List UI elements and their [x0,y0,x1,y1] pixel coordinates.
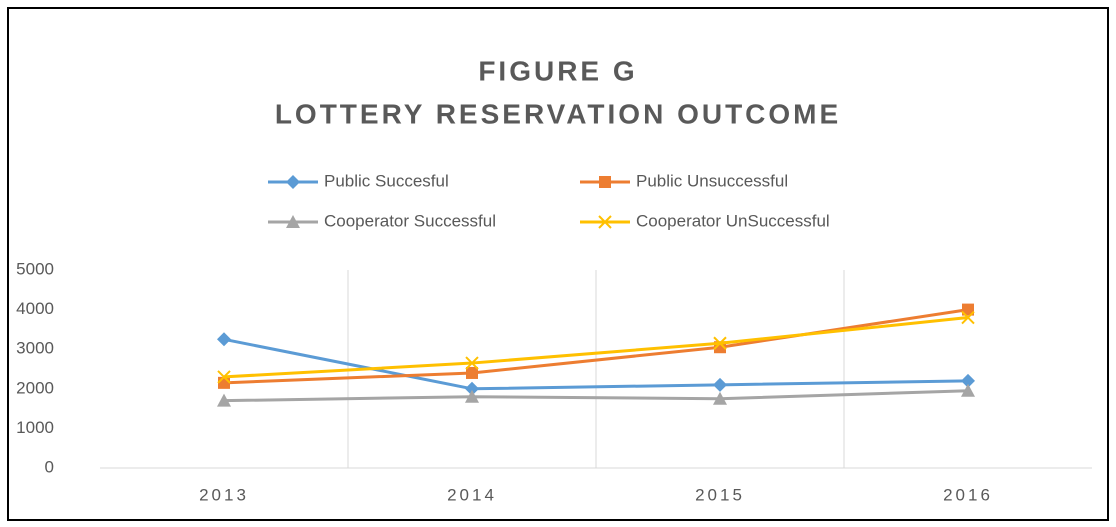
y-tick-label: 4000 [16,299,54,318]
marker [961,310,975,325]
marker [218,376,230,389]
marker [961,373,975,388]
chart-title: FIGURE G [478,55,637,86]
marker [962,303,974,316]
marker [599,176,611,188]
marker [465,356,479,370]
x-tick-label: 2014 [447,485,497,504]
marker [217,332,231,347]
legend-label: Cooperator UnSuccessful [636,211,830,230]
y-tick-label: 5000 [16,259,54,278]
series-line [223,389,969,403]
marker [961,383,975,397]
legend-label: Public Succesful [324,171,449,190]
marker [465,389,479,403]
marker [286,175,300,189]
marker [286,215,300,228]
x-tick-label: 2015 [695,485,745,504]
series-line [223,337,969,391]
x-tick-label: 2016 [943,485,993,504]
x-tick-label: 2013 [199,485,249,504]
marker [713,336,727,350]
series-line [223,316,969,379]
y-tick-label: 1000 [16,418,54,437]
legend-label: Cooperator Successful [324,211,496,230]
y-tick-label: 2000 [16,378,54,397]
marker [598,215,612,229]
marker [713,391,727,405]
marker [713,377,727,392]
marker [217,393,231,407]
chart-subtitle: LOTTERY RESERVATION OUTCOME [275,98,841,129]
legend-label: Public Unsuccessful [636,171,788,190]
y-tick-label: 3000 [16,339,54,358]
series-line [223,308,969,385]
chart-frame [7,7,1109,521]
marker [217,370,231,384]
marker [465,381,479,396]
y-tick-label: 0 [45,457,54,476]
marker [466,366,478,379]
